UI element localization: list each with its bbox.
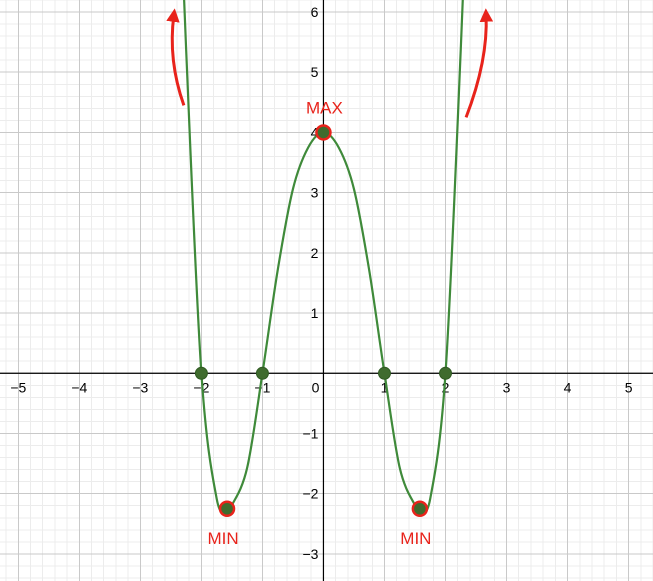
x-tick-label: 3 (503, 379, 511, 395)
y-tick-label: 3 (311, 185, 319, 201)
x-tick-label: 0 (312, 379, 320, 395)
root-point (439, 366, 453, 380)
max-label: MAX (306, 98, 343, 117)
labels-layer: MAX MIN MIN (207, 98, 431, 547)
y-tick-label: 5 (311, 64, 319, 80)
root-point (377, 366, 391, 380)
x-tick-label: −5 (10, 379, 26, 395)
points-layer (194, 124, 453, 518)
y-tick-label: −3 (302, 546, 318, 562)
root-point (194, 366, 208, 380)
min-label: MIN (207, 529, 238, 548)
min-label: MIN (400, 529, 431, 548)
y-tick-label: 4 (311, 124, 319, 140)
min-point (218, 500, 236, 518)
x-tick-label: −1 (254, 379, 270, 395)
x-tick-label: −4 (71, 379, 87, 395)
arrow-layer (166, 8, 494, 118)
min-point (411, 500, 429, 518)
y-tick-label: 2 (311, 245, 319, 261)
y-tick-label: −1 (302, 425, 318, 441)
x-tick-label: −3 (132, 379, 148, 395)
right-end-behavior-arrow (464, 8, 494, 118)
y-tick-label: −2 (302, 486, 318, 502)
root-point (255, 366, 269, 380)
left-end-behavior-arrow (166, 8, 186, 106)
x-tick-label: 1 (381, 379, 389, 395)
y-tick-label: 1 (311, 305, 319, 321)
x-tick-label: 2 (442, 379, 450, 395)
x-tick-label: 4 (564, 379, 572, 395)
y-tick-label: 6 (311, 4, 319, 20)
x-tick-label: 5 (625, 379, 633, 395)
max-point (315, 124, 332, 141)
